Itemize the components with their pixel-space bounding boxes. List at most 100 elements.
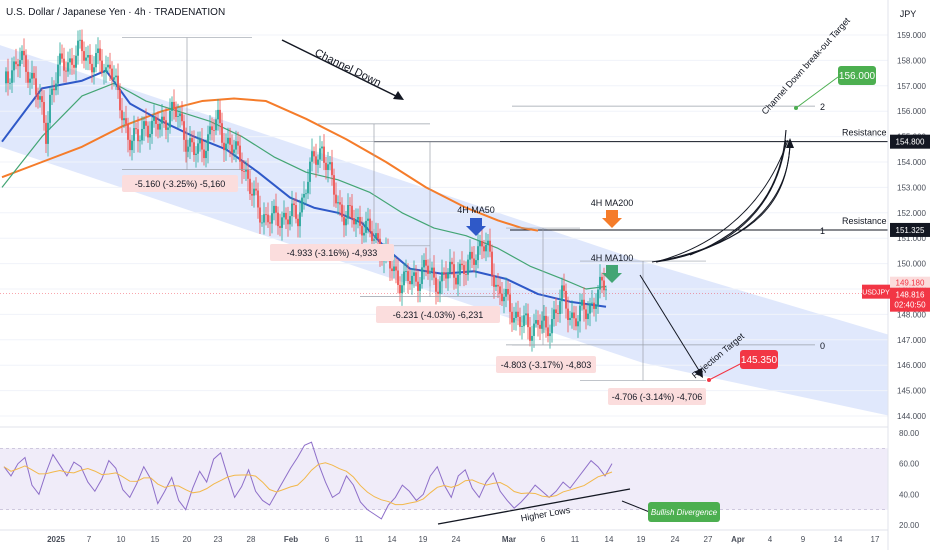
- candle-body: [73, 64, 75, 68]
- candle-body: [251, 193, 253, 196]
- candle-body: [291, 203, 293, 217]
- candle-body: [461, 263, 463, 266]
- rsi-tick-label: 60.00: [899, 460, 920, 469]
- time-tick-label: 20: [183, 535, 192, 544]
- candle-body: [137, 129, 139, 142]
- candle-body: [331, 162, 333, 176]
- candle-body: [11, 70, 13, 83]
- candle-body: [515, 311, 517, 318]
- candle-body: [69, 58, 71, 63]
- symbol-tag: [862, 284, 890, 299]
- candle-body: [301, 197, 303, 213]
- candle-body: [15, 61, 17, 65]
- measure-box: [496, 356, 596, 373]
- candle-body: [243, 171, 245, 172]
- candle-body: [339, 202, 341, 205]
- candle-body: [283, 212, 285, 218]
- candle-body: [165, 120, 167, 130]
- breakout-curve: [655, 139, 787, 263]
- candle-body: [253, 188, 255, 196]
- rejection-arrow: [639, 274, 701, 373]
- price-tick-label: 153.000: [897, 183, 926, 192]
- candle-body: [591, 302, 593, 304]
- candle-body: [471, 251, 473, 259]
- resistance-label: Resistance 1: [842, 216, 894, 226]
- candle-body: [257, 190, 259, 208]
- breakout-path: [651, 139, 791, 263]
- candle-body: [541, 320, 543, 329]
- candle-body: [259, 207, 261, 223]
- candle-body: [249, 178, 251, 194]
- candle-body: [351, 205, 353, 219]
- candle-body: [359, 216, 361, 226]
- countdown-text: 02:40:50: [894, 301, 926, 310]
- candle-body: [431, 267, 433, 271]
- price-tick-label: 145.000: [897, 387, 926, 396]
- candle-body: [363, 232, 365, 236]
- candle-body: [599, 276, 601, 290]
- candle-body: [85, 57, 87, 61]
- candle-body: [185, 139, 187, 152]
- candle-body: [27, 71, 29, 83]
- candle-body: [173, 101, 175, 108]
- candle-body: [527, 313, 529, 328]
- candle-body: [597, 289, 599, 306]
- candle-body: [549, 333, 551, 337]
- candle-body: [559, 301, 561, 314]
- candle-body: [31, 72, 33, 79]
- ma50-arrow: [466, 218, 486, 236]
- candle-body: [439, 281, 441, 294]
- candle-body: [585, 309, 587, 320]
- time-tick-label: 9: [801, 535, 806, 544]
- measure-box: [376, 306, 500, 323]
- time-tick-label: Apr: [731, 535, 745, 544]
- rsi-band: [0, 448, 888, 510]
- time-tick-label: 19: [419, 535, 428, 544]
- candle-body: [13, 61, 15, 71]
- price-tick-label: 156.000: [897, 107, 926, 116]
- candle-body: [427, 265, 429, 274]
- time-tick-label: 17: [871, 535, 880, 544]
- candle-body: [455, 277, 457, 285]
- candle-body: [579, 305, 581, 322]
- candle-body: [507, 288, 509, 295]
- candle-body: [551, 319, 553, 334]
- candle-body: [25, 55, 27, 72]
- candle-body: [451, 261, 453, 265]
- candle-body: [151, 120, 153, 134]
- candle-body: [407, 271, 409, 281]
- candle-body: [315, 156, 317, 165]
- candle-body: [543, 315, 545, 321]
- price-tick-label: 152.000: [897, 209, 926, 218]
- candle-body: [9, 82, 11, 84]
- candle-body: [207, 134, 209, 151]
- candle-body: [479, 240, 481, 247]
- candle-body: [235, 141, 237, 150]
- resistance-arc: [655, 145, 791, 263]
- time-tick-label: 6: [541, 535, 546, 544]
- candle-body: [347, 205, 349, 219]
- candle-body: [277, 212, 279, 227]
- candle-body: [313, 151, 315, 157]
- time-tick-label: 28: [247, 535, 256, 544]
- candle-body: [279, 226, 281, 228]
- candle-body: [433, 267, 435, 278]
- ma100-arrow: [602, 265, 622, 283]
- bullish-divergence-box: [648, 502, 720, 522]
- candle-body: [271, 213, 273, 224]
- candle-body: [123, 118, 125, 121]
- candle-body: [51, 88, 53, 95]
- candle-body: [463, 265, 465, 274]
- candle-body: [155, 117, 157, 124]
- fib-level-label: 1: [820, 226, 825, 236]
- candle-body: [523, 315, 525, 327]
- candle-body: [67, 62, 69, 72]
- candle-body: [49, 94, 51, 123]
- shade-price-tag: [890, 276, 930, 288]
- candle-body: [219, 109, 221, 124]
- candle-body: [269, 222, 271, 224]
- candle-body: [503, 296, 505, 302]
- candle-body: [83, 51, 85, 61]
- time-tick-label: 6: [325, 535, 330, 544]
